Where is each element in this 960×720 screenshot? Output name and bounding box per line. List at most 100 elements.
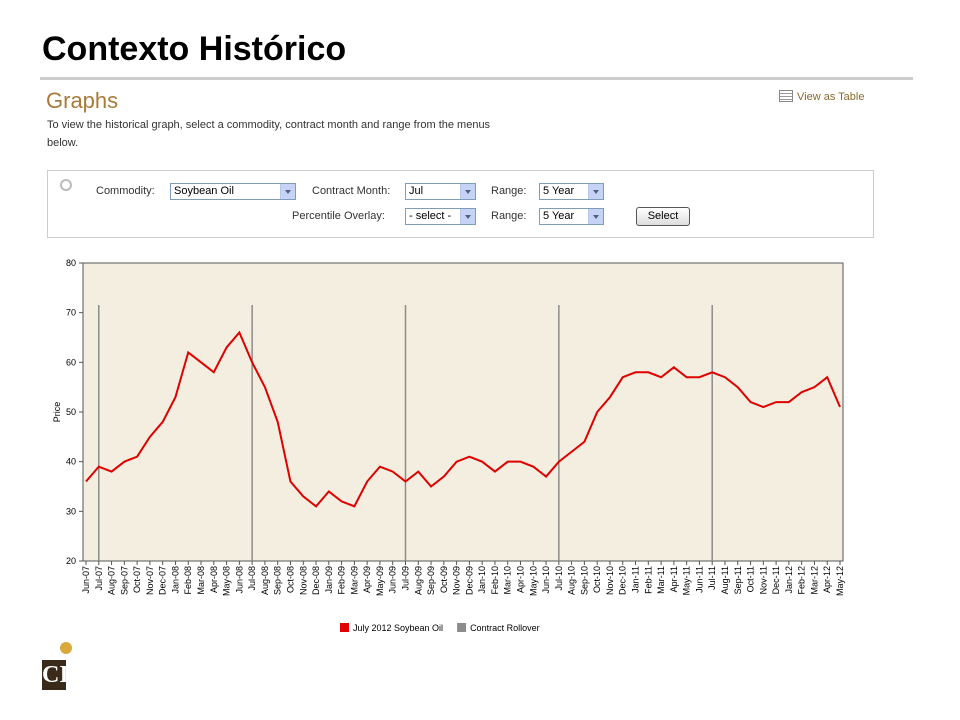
- x-tick-label: Aug-10: [567, 566, 577, 595]
- x-tick-label: Sep-09: [426, 566, 436, 595]
- x-tick-label: Apr-09: [362, 566, 372, 593]
- range-select[interactable]: 5 Year: [539, 183, 604, 200]
- x-tick-label: Jan-12: [784, 566, 794, 594]
- x-tick-label: May-10: [528, 566, 538, 596]
- x-tick-label: Aug-11: [720, 566, 730, 594]
- x-tick-label: Jan-08: [170, 566, 180, 594]
- x-tick-label: May-09: [375, 566, 385, 596]
- x-tick-label: Feb-08: [183, 566, 193, 595]
- divider: [40, 77, 913, 80]
- y-tick-label: 40: [66, 457, 76, 467]
- x-tick-label: Aug-07: [107, 566, 117, 595]
- view-as-table-link[interactable]: View as Table: [797, 91, 865, 103]
- x-tick-label: Nov-07: [145, 566, 155, 595]
- x-tick-label: Jul-11: [707, 566, 717, 590]
- data-line: [85, 330, 841, 508]
- x-tick-label: Oct-09: [439, 566, 449, 593]
- x-tick-label: Apr-10: [516, 566, 526, 593]
- x-tick-label: May-12: [835, 566, 845, 596]
- x-tick-label: Jan-11: [631, 566, 641, 593]
- y-axis-label: Price: [52, 402, 62, 423]
- legend-label: July 2012 Soybean Oil: [353, 623, 443, 633]
- x-tick-label: Jun-08: [234, 566, 244, 594]
- y-tick-label: 30: [66, 506, 76, 516]
- x-tick-label: Jun-07: [81, 566, 91, 594]
- x-tick-label: Jun-11: [694, 566, 704, 593]
- select-value: 5 Year: [543, 185, 575, 197]
- x-tick-label: Jul-08: [247, 566, 257, 591]
- legend-label: Contract Rollover: [470, 623, 540, 633]
- x-tick-label: Apr-11: [669, 566, 679, 592]
- x-tick-label: Feb-12: [797, 566, 807, 595]
- select-value: - select -: [409, 210, 452, 222]
- x-tick-label: Oct-07: [132, 566, 142, 593]
- x-tick-label: Mar-08: [196, 566, 206, 595]
- x-tick-label: Aug-08: [260, 566, 270, 595]
- x-tick-label: Sep-07: [119, 566, 129, 595]
- x-tick-label: Jun-10: [541, 566, 551, 594]
- x-tick-label: May-11: [682, 566, 692, 595]
- x-tick-label: Mar-09: [349, 566, 359, 595]
- x-tick-label: Nov-09: [452, 566, 462, 595]
- intro-text: below.: [47, 137, 79, 149]
- y-tick-label: 80: [66, 258, 76, 268]
- table-icon: [779, 90, 793, 102]
- x-tick-label: May-08: [222, 566, 232, 596]
- x-tick-label: Oct-10: [592, 566, 602, 593]
- select-button[interactable]: Select: [636, 207, 690, 226]
- range-select[interactable]: 5 Year: [539, 208, 604, 225]
- x-tick-label: Jan-09: [324, 566, 334, 594]
- overlay-label: Percentile Overlay:: [292, 210, 385, 222]
- x-tick-label: Dec-11: [771, 566, 781, 594]
- select-value: 5 Year: [543, 210, 575, 222]
- x-tick-label: Aug-09: [413, 566, 423, 595]
- x-tick-label: Dec-07: [158, 566, 168, 595]
- x-tick-label: Feb-11: [643, 566, 653, 594]
- range-label: Range:: [491, 210, 527, 222]
- x-tick-label: Dec-10: [618, 566, 628, 595]
- legend-swatch: [457, 623, 467, 632]
- form-box: [47, 170, 874, 238]
- select-value: Jul: [409, 185, 424, 197]
- y-tick-label: 50: [66, 407, 76, 417]
- x-tick-label: Feb-09: [337, 566, 347, 595]
- logo: CIH: [42, 660, 87, 690]
- overlay-select[interactable]: - select -: [405, 208, 476, 225]
- y-tick-label: 60: [66, 357, 76, 367]
- panel-title: Graphs: [46, 88, 119, 113]
- x-tick-label: Apr-08: [209, 566, 219, 593]
- search-icon: [60, 179, 72, 191]
- x-tick-label: Mar-11: [656, 566, 666, 594]
- y-tick-label: 70: [66, 308, 76, 318]
- x-tick-label: Feb-10: [490, 566, 500, 595]
- x-tick-label: Mar-12: [809, 566, 819, 595]
- y-tick-label: 20: [66, 556, 76, 566]
- x-tick-label: Jun-09: [388, 566, 398, 594]
- x-tick-label: Mar-10: [503, 566, 513, 595]
- x-tick-label: Nov-10: [605, 566, 615, 595]
- x-tick-label: Jan-10: [477, 566, 487, 594]
- x-tick-label: Dec-09: [464, 566, 474, 595]
- month-select[interactable]: Jul: [405, 183, 476, 200]
- x-tick-label: Oct-08: [285, 566, 295, 593]
- x-tick-label: Apr-12: [822, 566, 832, 593]
- commodity-label: Commodity:: [96, 185, 155, 197]
- x-tick-label: Nov-11: [758, 566, 768, 594]
- range-label: Range:: [491, 185, 527, 197]
- plot-area: [82, 262, 844, 562]
- month-label: Contract Month:: [312, 185, 391, 197]
- x-tick-label: Dec-08: [311, 566, 321, 595]
- x-tick-label: Jul-09: [400, 566, 410, 591]
- slide-title: Contexto Histórico: [42, 30, 347, 68]
- intro-text: To view the historical graph, select a c…: [47, 119, 491, 131]
- x-tick-label: Sep-11: [733, 566, 743, 594]
- x-tick-label: Sep-10: [579, 566, 589, 595]
- legend-swatch: [340, 623, 349, 632]
- commodity-select[interactable]: Soybean Oil: [170, 183, 296, 200]
- x-tick-label: Sep-08: [273, 566, 283, 595]
- x-tick-label: Jul-07: [94, 566, 104, 591]
- logo-globe: [60, 642, 72, 654]
- x-tick-label: Jul-10: [554, 566, 564, 591]
